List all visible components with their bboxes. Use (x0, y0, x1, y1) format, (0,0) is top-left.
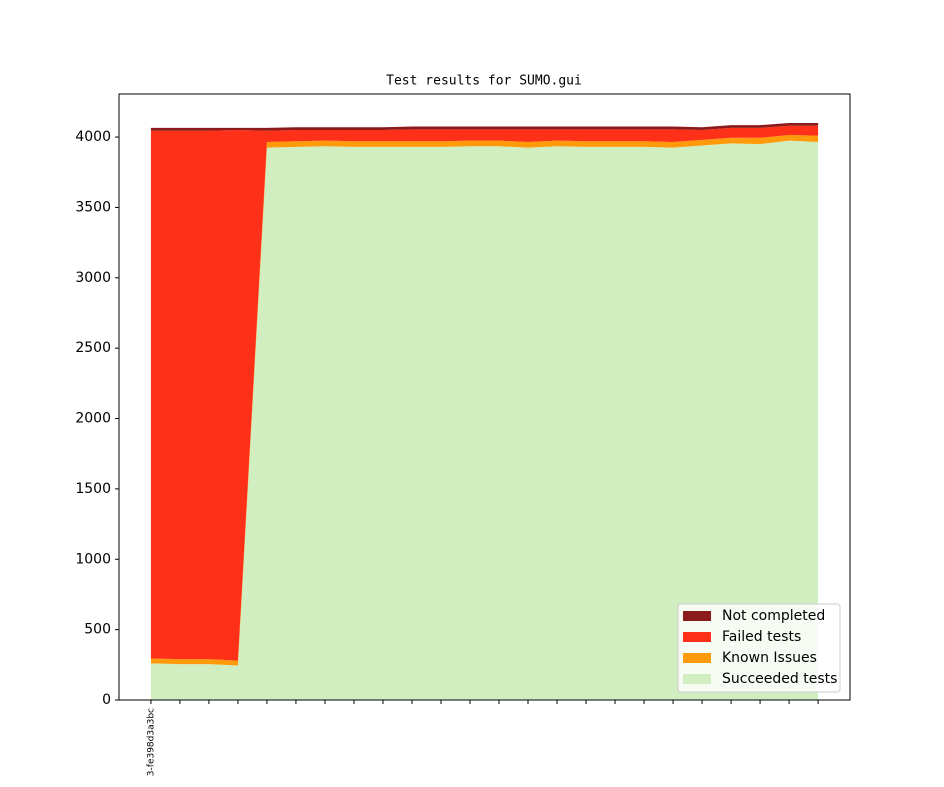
legend-swatch (683, 653, 711, 663)
y-tick-label: 4000 (75, 129, 111, 145)
y-tick-label: 3500 (75, 199, 111, 215)
legend-label: Known Issues (722, 650, 817, 666)
legend-swatch (683, 632, 711, 642)
y-tick-label: 1000 (75, 551, 111, 567)
y-tick-label: 2500 (75, 340, 111, 356)
y-tick-label: 1500 (75, 481, 111, 497)
area (150, 140, 819, 701)
legend-label: Succeeded tests (722, 671, 837, 687)
area (150, 125, 819, 661)
legend-box (677, 603, 841, 693)
chart-title: Test results for SUMO.gui (386, 74, 582, 89)
y-tick-label: 500 (84, 622, 111, 638)
legend-label: Not completed (722, 608, 825, 624)
plot-frame (118, 93, 851, 701)
y-tick-label: 3000 (75, 270, 111, 286)
legend-label: Failed tests (722, 629, 801, 645)
legend-swatch (683, 611, 711, 621)
x-tick-label: 3-fe398d3a3bc (146, 708, 156, 776)
y-tick-label: 2000 (75, 411, 111, 427)
area (150, 122, 819, 131)
legend-swatch (683, 674, 711, 684)
y-tick-label: 0 (102, 692, 111, 708)
